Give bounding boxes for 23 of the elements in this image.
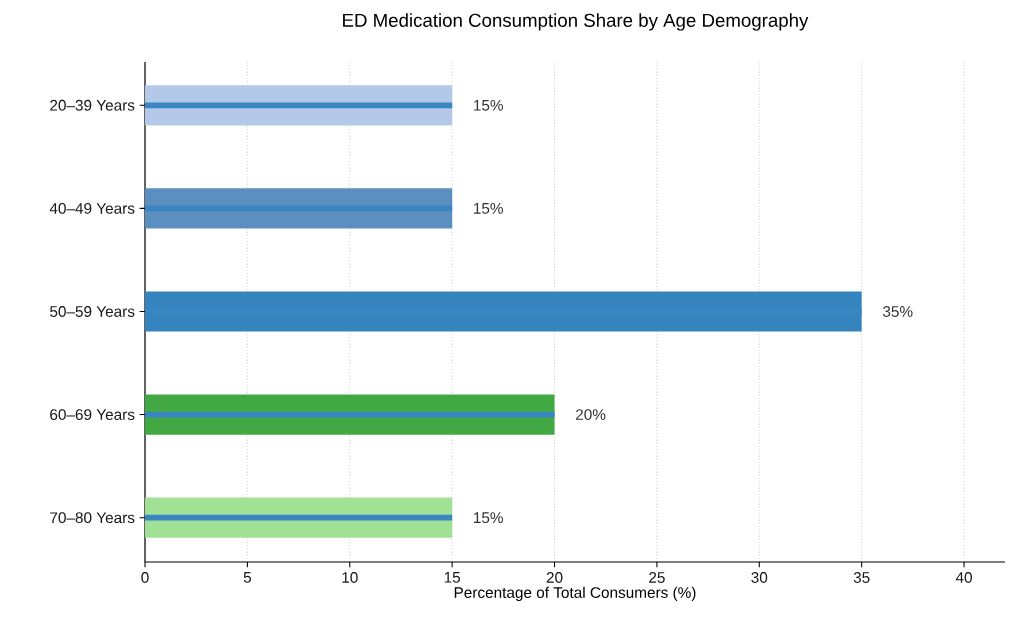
bar: [145, 514, 453, 521]
data-label: 20%: [576, 409, 606, 420]
x-tick-label: 0: [141, 572, 149, 583]
x-tick-label: 25: [649, 572, 665, 583]
chart-title: ED Medication Consumption Share by Age Demography: [343, 13, 809, 31]
data-label: 15%: [474, 202, 503, 214]
data-label: 35%: [882, 306, 913, 317]
y-tick-label: 60–69 Years: [50, 409, 135, 420]
y-tick-label: 40–49 Years: [49, 202, 135, 214]
data-label: 15%: [474, 99, 503, 111]
x-tick-label: 15: [444, 572, 461, 583]
x-tick-label: 5: [243, 572, 251, 583]
x-tick-label: 30: [751, 572, 768, 583]
x-axis-title: Percentage of Total Consumers (%): [454, 586, 696, 602]
x-tick-label: 40: [955, 572, 972, 583]
bar: [145, 102, 453, 109]
x-tick-label: 20: [546, 572, 563, 583]
y-tick-label: 50–59 Years: [50, 306, 135, 317]
data-label: 15%: [474, 512, 503, 524]
x-tick-label: 10: [342, 572, 358, 583]
y-tick-label: 70–80 Years: [50, 512, 135, 524]
y-tick-label: 20–39 Years: [50, 99, 135, 111]
x-tick-label: 35: [853, 572, 870, 583]
